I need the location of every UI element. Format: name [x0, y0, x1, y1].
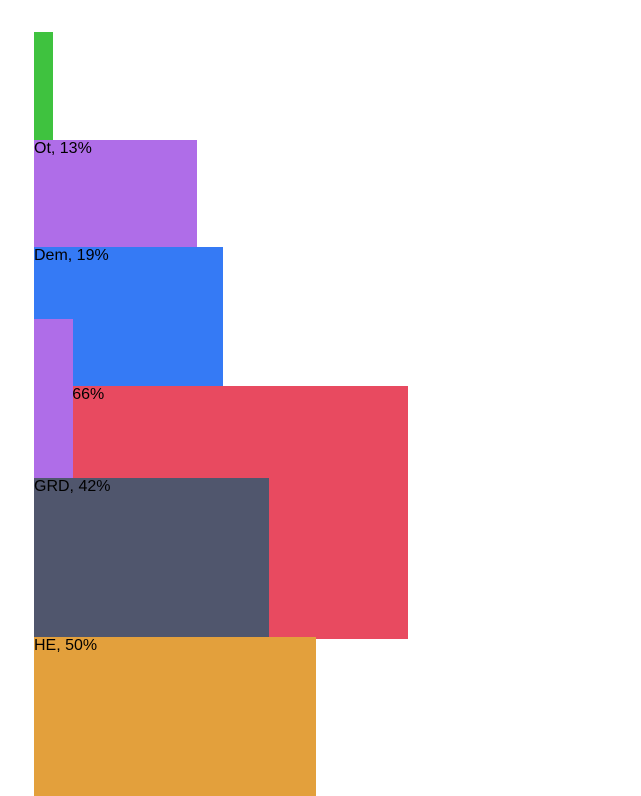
tile-label: HE, 50%	[34, 637, 98, 654]
tile: Ot, 13%	[34, 139, 198, 248]
tile-label: GRD, 42%	[34, 478, 111, 495]
treemap: GRD, 42% HE, 50%	[34, 319, 604, 796]
page: Ot, 13%Dem, 19%Rep, 66% GRD, 42%HE, 50% …	[34, 32, 604, 796]
tile	[34, 32, 54, 140]
tile	[34, 319, 74, 478]
treemap: Ot, 13%Dem, 19%Rep, 66%	[34, 32, 604, 639]
tile-label: Dem, 19%	[34, 247, 109, 265]
tile-label: Ot, 13%	[34, 139, 92, 157]
tile: GRD, 42%	[34, 478, 270, 637]
tile: HE, 50%	[34, 637, 316, 796]
